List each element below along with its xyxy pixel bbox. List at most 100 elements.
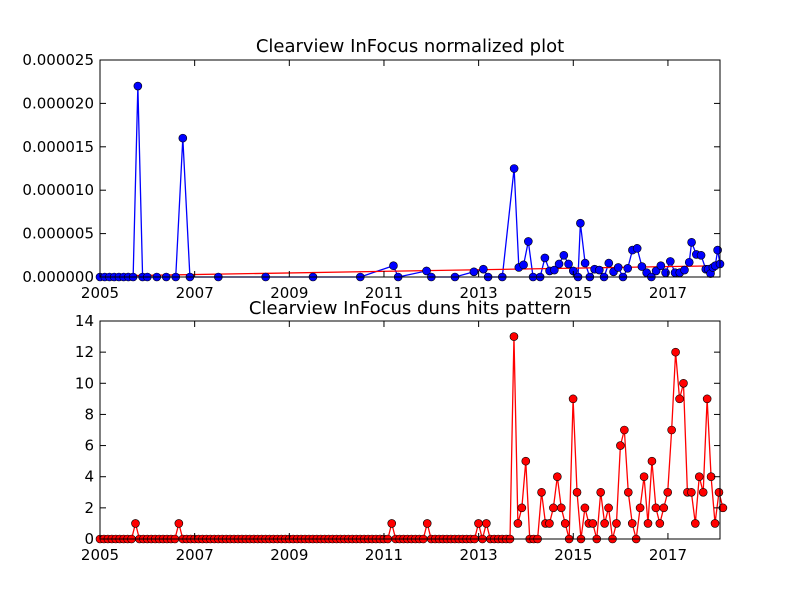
duns-hits-y-tick-label-2: 4 [84,468,94,486]
duns-hits-point-123 [580,503,590,513]
duns-hits-point-146 [671,347,680,357]
normalized-plot-point-44 [580,258,590,268]
duns-hits-series-line-0 [100,336,724,540]
normalized-plot-point-31 [519,260,528,270]
duns-hits-title: Clearview InFocus duns hits pattern [249,298,571,319]
duns-hits-point-144 [663,487,673,497]
normalized-plot-panel: Clearview InFocus normalized plot 2005 20… [22,36,725,302]
duns-hits-point-121 [572,487,582,497]
duns-hits-point-105 [509,332,519,341]
normalized-plot-y-tick-label-5: 0.000025 [22,51,94,69]
normalized-plot-point-65 [680,265,689,275]
duns-hits-x-tick-label-1: 2007 [176,546,214,564]
duns-hits-y-tick-label-4: 8 [84,405,94,423]
duns-hits-point-114 [545,519,554,528]
normalized-plot-point-25 [469,267,479,277]
duns-hits-y-tick-label-6: 12 [75,343,94,361]
duns-hits-point-9 [131,519,140,528]
duns-hits-point-141 [651,503,661,513]
duns-hits-y-tick-label-3: 6 [84,437,94,455]
normalized-plot-point-67 [687,237,696,247]
normalized-plot-point-40 [564,259,573,269]
normalized-plot-point-29 [509,164,519,173]
duns-hits-x-tick-label-3: 2011 [365,546,403,564]
duns-hits-point-116 [553,472,562,482]
duns-hits-point-120 [568,394,578,404]
duns-hits-points [95,332,728,544]
normalized-plot-y-tick-label-4: 0.000020 [22,94,94,112]
duns-hits-x-tick-label-5: 2015 [554,546,592,564]
duns-hits-point-137 [635,503,645,513]
duns-hits-point-132 [616,441,625,450]
normalized-plot-point-69 [696,251,706,260]
normalized-plot-x-tick-label-0: 2005 [81,284,119,302]
duns-hits-point-131 [612,519,621,528]
duns-hits-point-20 [174,519,184,528]
duns-hits-point-151 [691,519,700,528]
normalized-plot-point-66 [684,257,694,267]
duns-hits-point-154 [702,394,712,404]
duns-hits-point-125 [588,519,598,528]
duns-hits-point-153 [698,487,708,497]
normalized-plot-point-8 [133,81,143,91]
duns-hits-point-157 [714,487,724,497]
duns-hits-point-138 [639,472,649,482]
normalized-plot-point-62 [666,257,675,266]
duns-hits-x-tick-label-2: 2009 [270,546,308,564]
normalized-plot-x-tick-label-5: 2015 [554,284,592,302]
duns-hits-point-83 [422,519,432,528]
duns-hits-point-107 [517,503,527,513]
normalized-plot-x-tick-label-4: 2013 [460,284,498,302]
normalized-plot-point-49 [604,258,614,268]
duns-hits-point-117 [556,503,566,513]
duns-hits-point-148 [679,378,688,388]
normalized-plot-point-38 [554,259,564,269]
duns-hits-panel: Clearview InFocus duns hits pattern 2005… [75,298,728,564]
normalized-plot-point-56 [637,262,647,271]
normalized-plot-point-32 [524,237,533,246]
duns-hits-point-135 [627,519,637,528]
duns-hits-point-108 [521,456,531,466]
duns-hits-point-118 [560,519,570,528]
normalized-plot-axes-frame [99,59,721,278]
duns-hits-point-133 [620,425,629,435]
duns-hits-x-tick-label-0: 2005 [81,546,119,564]
normalized-plot-y-tick-label-1: 0.000005 [22,225,94,243]
normalized-plot-title: Clearview InFocus normalized plot [256,36,564,57]
duns-hits-axes-frame [99,320,721,540]
normalized-plot-point-26 [479,264,488,274]
normalized-plot-y-tick-label-0: 0.000000 [22,268,94,286]
duns-hits-point-115 [549,503,558,513]
normalized-plot-x-tick-label-6: 2017 [649,284,687,302]
normalized-plot-point-47 [595,265,604,275]
normalized-plot-point-60 [656,261,666,271]
normalized-plot-lines [99,86,721,279]
duns-hits-point-156 [710,519,720,528]
duns-hits-point-96 [474,519,483,528]
duns-hits-point-150 [687,487,696,497]
duns-hits-point-129 [604,503,613,513]
duns-hits-point-145 [667,425,676,435]
normalized-plot-points [95,81,725,282]
normalized-plot-point-55 [632,244,642,253]
duns-hits-x-tick-label-4: 2013 [460,546,498,564]
normalized-plot-x-tick-label-1: 2007 [176,284,214,302]
normalized-plot-point-43 [576,218,585,228]
normalized-plot-y-tick-label-2: 0.000010 [22,181,94,199]
duns-hits-point-142 [655,519,665,528]
normalized-plot-point-14 [178,133,188,143]
normalized-plot-x-tick-label-3: 2011 [365,284,403,302]
normalized-plot-point-20 [389,261,398,271]
duns-hits-y-tick-label-1: 2 [84,499,94,517]
duns-hits-point-152 [694,472,704,482]
normalized-plot-point-22 [422,266,431,276]
duns-hits-y-tick-label-5: 10 [75,374,94,392]
duns-hits-point-106 [513,519,523,528]
duns-hits-point-74 [387,519,397,528]
duns-hits-point-128 [600,519,609,528]
duns-hits-y-tick-label-7: 14 [75,312,94,330]
duns-hits-y-ticks: 0 2 4 6 8 10 12 14 [75,312,720,548]
normalized-plot-point-51 [613,263,623,272]
normalized-plot-point-39 [559,251,569,260]
